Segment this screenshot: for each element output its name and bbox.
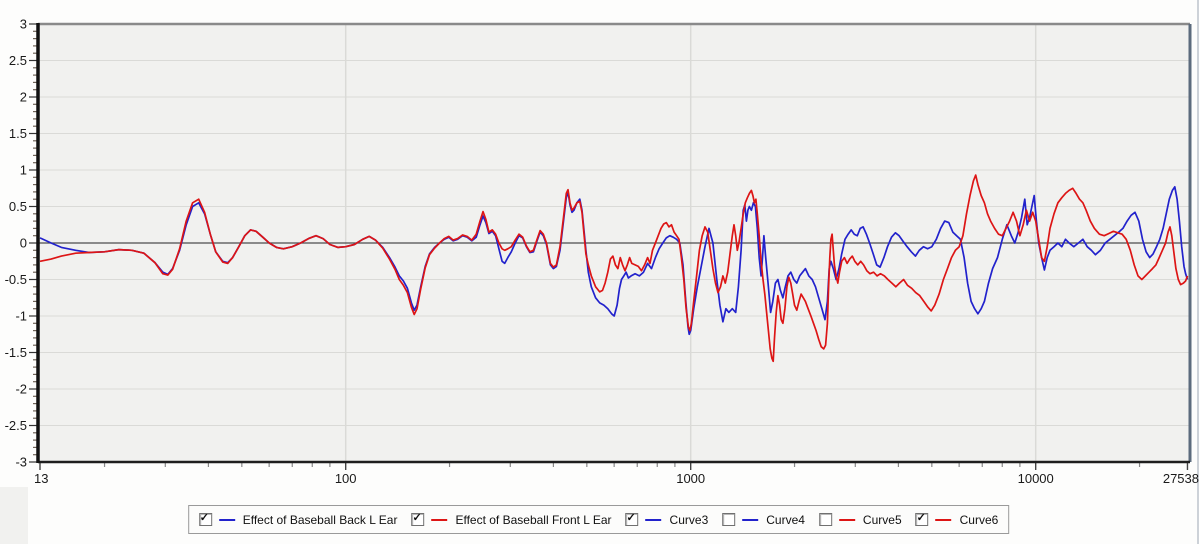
y-tick-label: -3 <box>15 455 27 470</box>
y-tick-label: 3 <box>20 17 27 32</box>
legend-item-curve4: Curve4 <box>722 513 805 527</box>
checkmark-icon: ✓ <box>199 512 209 524</box>
curve-effect-of-baseball-back-l-ear <box>39 185 1189 336</box>
legend-checkbox[interactable]: ✓ <box>625 512 639 526</box>
checkmark-icon: ✓ <box>626 512 636 524</box>
legend-label: Effect of Baseball Back L Ear <box>242 512 398 527</box>
legend-checkbox[interactable]: ✓ <box>411 512 425 526</box>
legend-label: Curve5 <box>862 512 902 527</box>
y-tick-label: 2.5 <box>9 53 27 68</box>
legend-line-swatch <box>742 518 759 521</box>
legend-item-effect-of-baseball-front-l-ear: ✓ Effect of Baseball Front L Ear <box>411 512 612 527</box>
curve-effect-of-baseball-front-l-ear <box>39 174 1189 363</box>
legend-item-curve5: Curve5 <box>818 512 902 527</box>
y-tick-label: -1 <box>15 309 27 324</box>
x-tick-label: 13 <box>34 471 48 486</box>
legend-checkbox[interactable]: ✓ <box>915 512 929 526</box>
x-tick-label: 10000 <box>1018 471 1054 486</box>
legend-item-curve6: ✓ Curve6 <box>915 512 999 527</box>
legend-label: Effect of Baseball Front L Ear <box>455 512 612 527</box>
legend-line-swatch <box>431 518 448 521</box>
checkmark-icon: ✓ <box>916 512 926 524</box>
legend-checkbox[interactable] <box>722 513 736 526</box>
legend-label: Curve6 <box>959 512 999 527</box>
legend-line-swatch <box>838 518 855 521</box>
window-corner-block <box>0 487 28 544</box>
legend-line-swatch <box>935 518 952 521</box>
legend-checkbox[interactable] <box>818 513 832 526</box>
y-tick-label: -0.5 <box>5 272 27 287</box>
legend-item-effect-of-baseball-back-l-ear: ✓ Effect of Baseball Back L Ear <box>198 512 398 527</box>
x-tick-label: 1000 <box>676 471 705 486</box>
legend-label: Curve3 <box>669 512 709 527</box>
y-tick-label: 2 <box>20 90 27 105</box>
legend-label: Curve4 <box>766 512 805 527</box>
legend-checkbox[interactable]: ✓ <box>198 512 212 526</box>
legend-box: ✓ Effect of Baseball Back L Ear ✓ Effect of… <box>187 505 1010 534</box>
y-tick-label: -2.5 <box>5 418 27 433</box>
checkmark-icon: ✓ <box>412 512 422 524</box>
y-tick-label: 0 <box>20 236 27 251</box>
legend-line-swatch <box>645 518 662 521</box>
legend-item-curve3: ✓ Curve3 <box>625 512 709 527</box>
y-tick-label: 0.5 <box>9 199 27 214</box>
x-tick-label: 100 <box>335 471 357 486</box>
y-tick-label: 1.5 <box>9 126 27 141</box>
y-tick-label: 1 <box>20 163 27 178</box>
legend-line-swatch <box>218 518 235 521</box>
y-tick-label: -1.5 <box>5 345 27 360</box>
x-tick-label: 27538 <box>1163 471 1199 486</box>
y-tick-label: -2 <box>15 382 27 397</box>
